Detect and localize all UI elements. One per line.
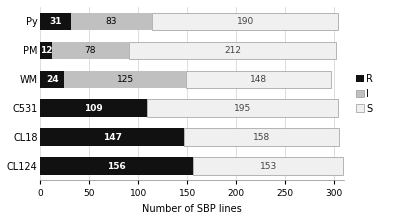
Bar bbox=[184, 128, 339, 146]
Bar bbox=[40, 128, 184, 146]
Bar bbox=[193, 157, 343, 175]
Text: 153: 153 bbox=[260, 162, 277, 171]
Bar bbox=[40, 70, 64, 88]
Bar bbox=[152, 13, 338, 30]
Text: 83: 83 bbox=[106, 17, 117, 26]
Bar bbox=[40, 99, 147, 117]
Text: 109: 109 bbox=[84, 104, 103, 113]
Text: 31: 31 bbox=[49, 17, 62, 26]
Bar bbox=[128, 42, 336, 59]
Text: 12: 12 bbox=[40, 46, 52, 55]
Text: 24: 24 bbox=[46, 75, 58, 84]
Text: 158: 158 bbox=[253, 133, 270, 142]
Bar bbox=[71, 13, 152, 30]
Bar bbox=[147, 99, 338, 117]
Text: 148: 148 bbox=[250, 75, 267, 84]
Text: 78: 78 bbox=[85, 46, 96, 55]
Bar bbox=[186, 70, 331, 88]
Bar bbox=[52, 42, 128, 59]
Text: 195: 195 bbox=[234, 104, 251, 113]
Bar bbox=[64, 70, 186, 88]
Bar bbox=[40, 42, 52, 59]
Text: 156: 156 bbox=[108, 162, 126, 171]
Text: 212: 212 bbox=[224, 46, 241, 55]
Bar bbox=[40, 13, 71, 30]
Bar bbox=[40, 157, 193, 175]
Legend: R, I, S: R, I, S bbox=[352, 70, 377, 117]
Text: 125: 125 bbox=[117, 75, 134, 84]
Text: 190: 190 bbox=[236, 17, 254, 26]
X-axis label: Number of SBP lines: Number of SBP lines bbox=[142, 204, 242, 214]
Text: 147: 147 bbox=[103, 133, 122, 142]
